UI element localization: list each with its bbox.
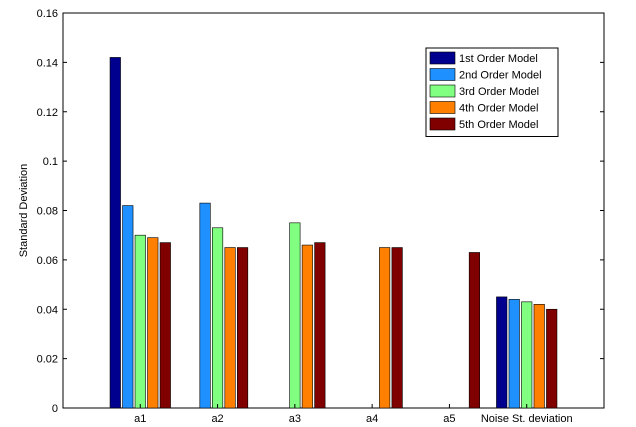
bar [237,247,249,409]
bar [224,247,236,409]
y-tick-label: 0.08 [37,206,58,218]
x-tick-label: a4 [366,413,378,425]
bar [468,252,480,409]
bar [109,57,121,409]
legend-swatch [429,117,456,131]
y-tick-label: 0.14 [37,57,58,69]
y-axis-title: Standard Deviation [18,164,30,258]
x-tick-label: a2 [211,413,223,425]
bar [301,244,313,409]
legend: 1st Order Model 2nd Order Model 3rd Order … [425,47,559,137]
bar [496,296,508,409]
bar [521,301,533,409]
bar [134,234,146,409]
x-axis: a1 a2 a3 a4 a5 Noise St. deviation [134,404,573,425]
legend-swatch [429,51,456,65]
bar [314,242,326,409]
legend-swatch [429,101,456,114]
x-tick-label: Noise St. deviation [481,413,573,425]
bar [379,247,391,409]
legend-label: 5th Order Model [459,119,538,131]
bar [508,299,520,409]
legend-label: 2nd Order Model [459,70,542,82]
y-tick-label: 0.02 [37,354,58,366]
y-axis: 0 0.02 0.04 0.06 0.08 0.1 0.12 0.14 0.16 [37,8,604,415]
bar [289,222,301,409]
x-tick-label: a1 [134,413,146,425]
legend-label: 1st Order Model [459,53,538,65]
x-tick-label: a3 [289,413,301,425]
y-tick-label: 0.04 [37,304,58,316]
y-tick-label: 0.1 [43,156,58,168]
legend-swatch [429,68,456,81]
bar [159,242,171,409]
x-tick-label: a5 [443,413,455,425]
y-tick-label: 0.12 [37,107,58,119]
bar [212,227,224,409]
legend-label: 3rd Order Model [459,86,539,98]
bar [546,308,558,409]
bar [199,202,211,409]
bar [391,247,403,409]
legend-swatch [429,84,456,98]
y-tick-label: 0.06 [37,255,58,267]
bar-layer [109,57,558,409]
y-tick-label: 0 [52,403,58,415]
bar [147,237,159,409]
y-tick-label: 0.16 [37,8,58,20]
legend-label: 4th Order Model [459,103,538,115]
bar [533,304,545,409]
bar [122,205,134,409]
